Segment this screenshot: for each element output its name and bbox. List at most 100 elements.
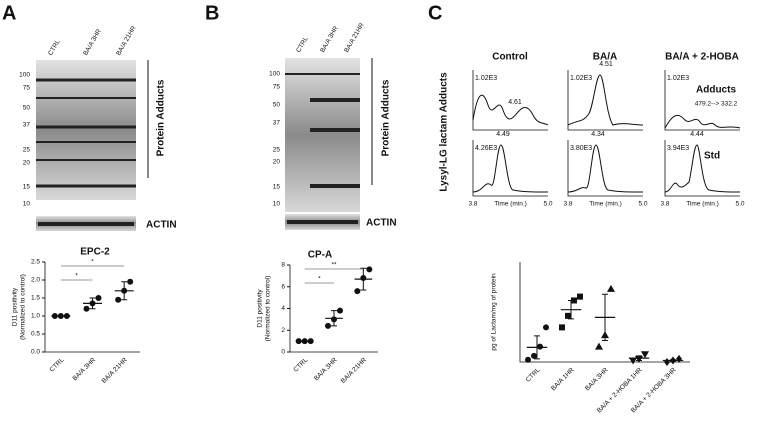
y-tick-label: 8 xyxy=(281,262,285,269)
dot xyxy=(354,288,361,295)
dot xyxy=(337,307,343,314)
peak-label: 4.44 xyxy=(690,131,704,138)
x-tick-label: BA/A 3HR xyxy=(313,356,339,382)
blot xyxy=(36,60,149,231)
marker-label: 20 xyxy=(23,160,31,167)
significance-label: ** xyxy=(331,262,337,269)
significance-label: * xyxy=(318,276,321,283)
y-axis-label: Lysyl-LG lactam Adducts xyxy=(439,72,450,192)
marker-label: 20 xyxy=(273,159,281,166)
y-tick-label: 0 xyxy=(281,349,285,356)
chromatograms xyxy=(472,70,741,197)
marker-label: 25 xyxy=(273,147,281,154)
marker-label: 50 xyxy=(23,105,31,112)
scale-label: 1.02E3 xyxy=(570,75,592,82)
marker-label: 100 xyxy=(19,72,30,79)
marker-label: 37 xyxy=(23,122,31,129)
peak-label: 4.51 xyxy=(599,61,613,68)
error-bar xyxy=(670,359,676,362)
lane-label: BA/A 21HR xyxy=(343,22,366,54)
y-tick-label: 2 xyxy=(281,327,285,334)
lane-label: BA/A 3HR xyxy=(319,25,340,54)
x-axis-label: 3.8 xyxy=(468,201,477,208)
dot xyxy=(543,324,549,331)
x-tick-label: BA/A 21HR xyxy=(101,356,129,384)
column-title: BA/A + 2-HOBA xyxy=(665,52,739,63)
x-axis-label: Time (min.) xyxy=(686,201,719,208)
y-tick-label: 4 xyxy=(281,305,285,312)
lane-label: BA/A 21HR xyxy=(115,25,138,57)
y-tick-label: 1.5 xyxy=(31,295,40,302)
scale-label: 3.94E3 xyxy=(667,145,689,152)
bracket-label: Protein Adducts xyxy=(381,79,392,156)
lane-label: CTRL xyxy=(47,38,62,57)
y-axis-label: (Normalized to control) xyxy=(20,274,27,340)
dot xyxy=(577,293,583,300)
marker-label: 25 xyxy=(23,147,31,154)
x-axis-label: Time (min.) xyxy=(494,201,527,208)
marker-label: 10 xyxy=(23,201,31,208)
x-axis-label: 5.0 xyxy=(543,201,552,208)
x-axis-label: Time (min.) xyxy=(589,201,622,208)
transition-label: 479.2--> 332.2 xyxy=(695,101,738,108)
x-axis-label: 5.0 xyxy=(638,201,647,208)
dot xyxy=(531,352,537,359)
y-tick-label: 6 xyxy=(281,283,285,290)
scale-label: 3.80E3 xyxy=(570,145,592,152)
x-tick-label: CTRL xyxy=(49,356,66,373)
dot xyxy=(115,296,122,303)
dot xyxy=(559,324,565,331)
y-axis-label: D11 positivity xyxy=(12,287,19,326)
dot xyxy=(83,305,90,312)
bracket-label: Protein Adducts xyxy=(156,79,167,156)
significance-label: * xyxy=(75,273,78,280)
marker-label: 15 xyxy=(23,184,31,191)
row-label: Adducts xyxy=(696,85,736,96)
x-tick-label: CTRL xyxy=(292,356,309,373)
dot xyxy=(537,343,543,350)
dot xyxy=(641,351,649,359)
error-bar xyxy=(360,267,367,291)
scale-label: 1.02E3 xyxy=(475,75,497,82)
marker-label: 15 xyxy=(273,184,281,191)
lane-label: BA/A 3HR xyxy=(82,28,103,57)
dot xyxy=(325,322,331,329)
marker-label: 37 xyxy=(273,120,281,127)
significance-label: * xyxy=(91,259,94,266)
panel-label: C xyxy=(428,2,442,24)
marker-label: 50 xyxy=(273,102,281,109)
chart-title: CP-A xyxy=(308,250,332,261)
marker-label: 75 xyxy=(23,85,31,92)
y-tick-label: 2.5 xyxy=(31,259,40,266)
x-tick-label: BA/A 3HR xyxy=(584,366,610,392)
error-bar xyxy=(331,310,337,327)
x-tick-label: CTRL xyxy=(525,366,542,383)
y-tick-label: 1.0 xyxy=(31,313,40,320)
x-tick-label: BA/A 21HR xyxy=(340,356,368,384)
panel-label: A xyxy=(2,2,16,24)
marker-label: 75 xyxy=(273,84,281,91)
scale-label: 4.26E3 xyxy=(475,145,497,152)
error-bar xyxy=(602,293,608,341)
dot xyxy=(127,278,134,285)
row-label: Std xyxy=(704,151,720,162)
error-bar xyxy=(121,281,128,301)
dot xyxy=(607,284,615,292)
loading-label: ACTIN xyxy=(146,220,177,231)
lane-label: CTRL xyxy=(295,35,310,54)
dot xyxy=(525,356,531,363)
error-bar xyxy=(89,297,96,310)
scale-label: 1.02E3 xyxy=(667,75,689,82)
dot xyxy=(565,312,571,319)
error-bar xyxy=(636,355,642,361)
dot xyxy=(95,295,102,301)
error-bar xyxy=(568,299,574,320)
dot xyxy=(366,266,373,273)
panel-label: B xyxy=(205,2,219,24)
y-axis-label: (Normalized to control) xyxy=(265,276,272,342)
error-bar xyxy=(534,335,540,360)
x-tick-label: BA/A 3HR xyxy=(71,356,97,382)
y-axis-label: D11 positivity xyxy=(257,289,264,328)
column-title: BA/A xyxy=(593,52,617,63)
